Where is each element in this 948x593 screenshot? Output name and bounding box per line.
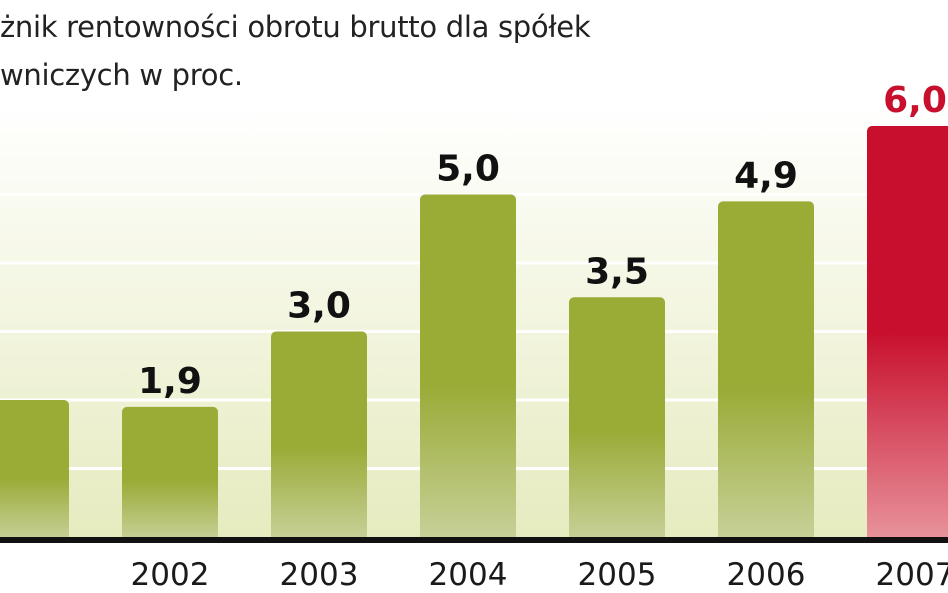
bar [122, 406, 218, 541]
bar [0, 400, 69, 541]
x-tick-label: 2003 [280, 557, 359, 593]
value-label: 5,0 [436, 149, 500, 190]
value-label: 3,0 [287, 286, 351, 327]
value-label: 3,5 [585, 251, 649, 292]
bar [569, 297, 665, 541]
bar [271, 331, 367, 541]
bar-highlight [867, 126, 948, 541]
value-label: 1,9 [138, 361, 202, 402]
x-axis-line [0, 537, 948, 543]
value-label: 6,0 [883, 80, 947, 121]
value-label: 4,9 [734, 155, 798, 196]
chart-title-line-1: żnik rentowności obrotu brutto dla spółe… [0, 10, 591, 44]
x-tick-label: 2004 [429, 557, 508, 593]
x-tick-label: 2006 [727, 557, 806, 593]
x-tick-label: 2002 [131, 557, 210, 593]
bar [718, 201, 814, 541]
chart-title-line-2: wniczych w proc. [0, 58, 243, 92]
x-tick-label: 2007 [876, 557, 948, 593]
x-tick-label: 2005 [578, 557, 657, 593]
bar [420, 194, 516, 541]
